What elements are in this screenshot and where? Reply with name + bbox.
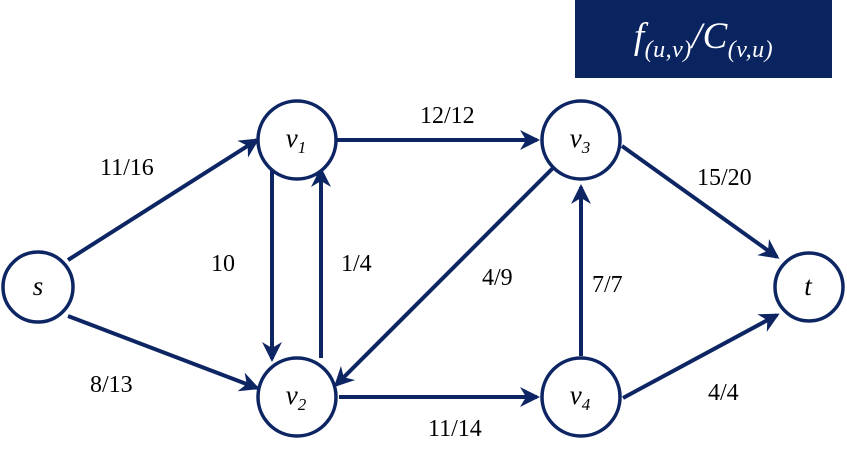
edge-label-v1-v2: 10 [211, 251, 235, 277]
legend-box: f(u,v)/C(v,u) [575, 0, 832, 78]
legend-capacity-symbol: C [702, 15, 728, 57]
node-v2-label: v2 [286, 380, 307, 414]
edges [66, 130, 780, 407]
edge-labels: 11/16 8/13 10 1/4 12/12 4/9 11/14 7/7 15… [90, 103, 752, 442]
edge-s-v2 [67, 314, 260, 392]
nodes: s v1 v2 v3 v4 t [1, 99, 845, 438]
node-v4-label: v4 [570, 380, 591, 414]
node-s: s [1, 250, 75, 324]
legend-flow-subscript: (u,v) [644, 36, 692, 63]
edge-label-v4-v3: 7/7 [592, 272, 623, 298]
node-v1: v1 [256, 99, 338, 181]
node-v3: v3 [540, 99, 622, 181]
node-t-label: t [804, 271, 813, 301]
edge-label-v3-v2: 4/9 [482, 265, 513, 291]
edge-label-v4-t: 4/4 [708, 380, 739, 406]
node-v2: v2 [256, 356, 338, 438]
legend-slash: / [691, 15, 703, 57]
edge-v4-t [622, 313, 780, 400]
node-v1-label: v1 [286, 123, 306, 157]
edge-label-v3-t: 15/20 [697, 165, 752, 191]
edge-label-v2-v4: 11/14 [428, 416, 482, 442]
legend-capacity-subscript: (v,u) [727, 36, 774, 63]
node-v3-label: v3 [570, 123, 590, 157]
edge-label-v1-v3: 12/12 [420, 103, 475, 129]
node-v4: v4 [540, 356, 622, 438]
edge-label-s-v1: 11/16 [100, 155, 154, 181]
edge-v3-v2 [333, 166, 555, 388]
edge-label-v2-v1: 1/4 [341, 251, 372, 277]
legend-formula: f(u,v)/C(v,u) [634, 15, 773, 64]
legend-flow-symbol: f [633, 15, 645, 57]
edge-s-v1 [66, 138, 260, 262]
edge-v3-t [620, 144, 780, 259]
edge-label-s-v2: 8/13 [90, 372, 133, 398]
node-t: t [773, 251, 845, 323]
node-s-label: s [33, 271, 44, 301]
